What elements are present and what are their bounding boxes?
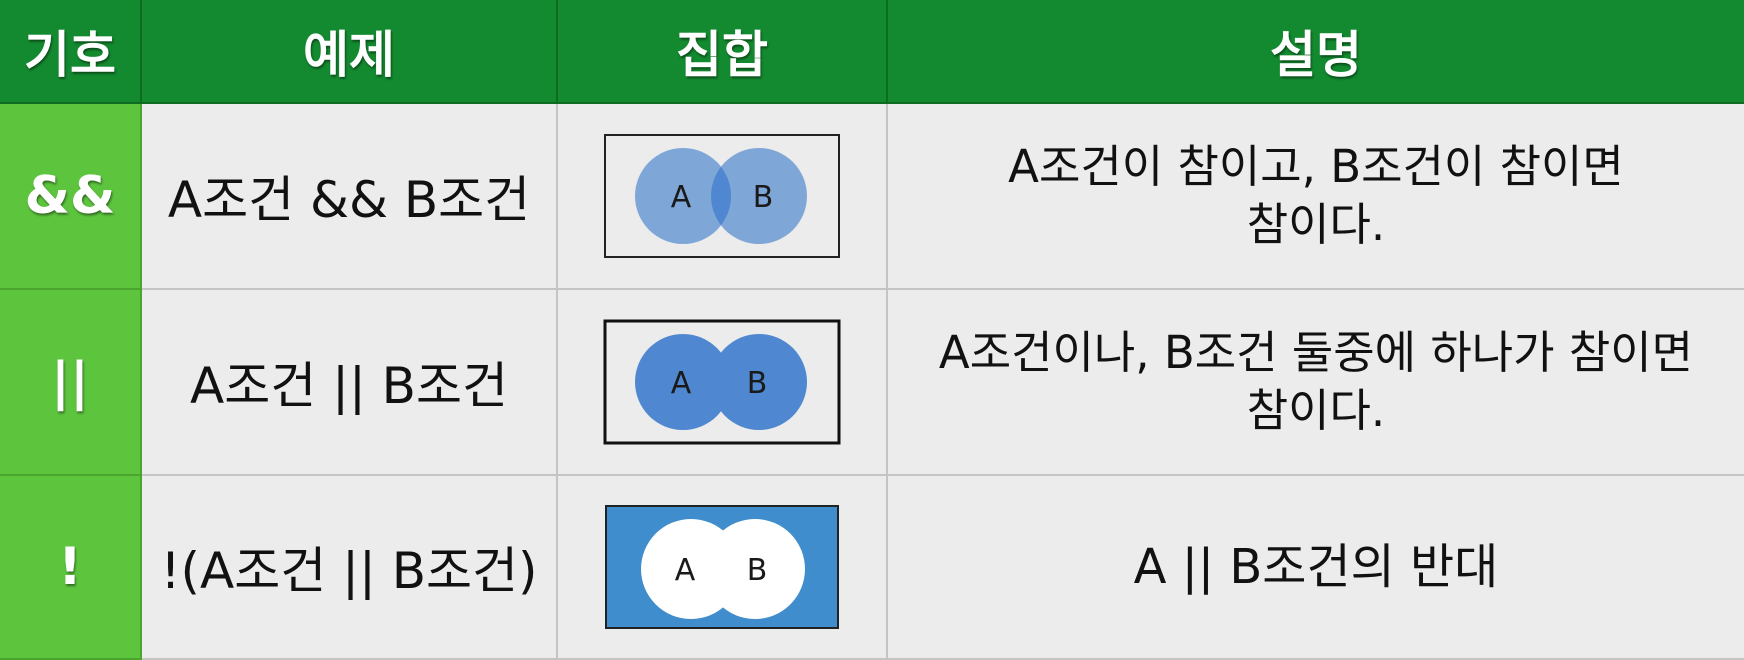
- description-or: A조건이나, B조건 둘중에 하나가 참이면 참이다.: [888, 290, 1744, 476]
- venn-label-a: A: [675, 553, 696, 588]
- venn-circle-b: [705, 519, 805, 619]
- venn-label-a: A: [671, 366, 692, 401]
- header-description: 설명: [888, 0, 1744, 104]
- description-not: A || B조건의 반대: [888, 476, 1744, 660]
- symbol-and: &&: [0, 104, 142, 290]
- venn-frame: [603, 319, 841, 445]
- venn-circle-b: [711, 148, 807, 244]
- venn-label-b: B: [753, 180, 774, 215]
- description-and: A조건이 참이고, B조건이 참이면 참이다.: [888, 104, 1744, 290]
- venn-circle-a: [635, 148, 731, 244]
- venn-intersection-diagram: A B: [604, 134, 840, 258]
- header-example: 예제: [142, 0, 558, 104]
- symbol-or: ||: [0, 290, 142, 476]
- venn-union-diagram: A B: [603, 319, 841, 445]
- venn-circle-b: [711, 334, 807, 430]
- symbol-not: !: [0, 476, 142, 660]
- example-and: A조건 && B조건: [142, 104, 558, 290]
- venn-label-b: B: [747, 366, 768, 401]
- set-not-cell: A B: [558, 476, 888, 660]
- venn-label-b: B: [747, 553, 768, 588]
- set-or-cell: A B: [558, 290, 888, 476]
- header-set: 집합: [558, 0, 888, 104]
- example-not: !(A조건 || B조건): [142, 476, 558, 660]
- venn-complement-diagram: A B: [605, 505, 839, 629]
- example-or: A조건 || B조건: [142, 290, 558, 476]
- set-and-cell: A B: [558, 104, 888, 290]
- venn-circle-a: [635, 334, 731, 430]
- venn-label-a: A: [671, 180, 692, 215]
- header-symbol: 기호: [0, 0, 142, 104]
- venn-frame: [604, 134, 840, 258]
